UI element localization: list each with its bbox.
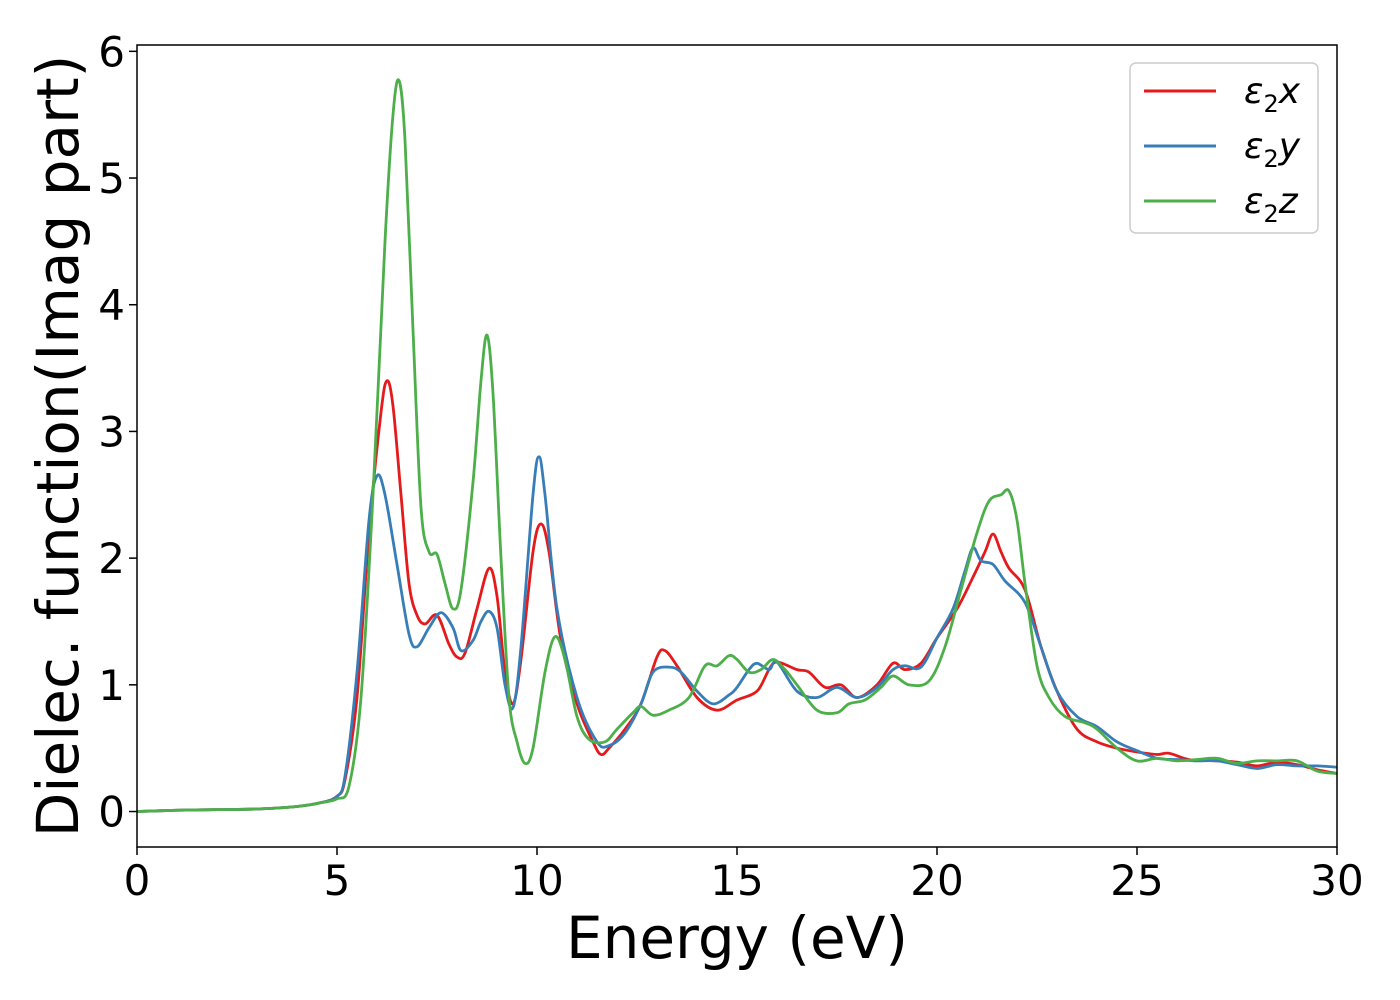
x-tick-label: 30: [1310, 856, 1363, 905]
y-tick-label: 0: [98, 788, 125, 837]
y-tick-label: 4: [98, 281, 125, 330]
legend-label-x: ε2x: [1244, 71, 1301, 118]
y-tick-label: 6: [98, 27, 125, 76]
x-tick-label: 25: [1110, 856, 1163, 905]
legend-label-y: ε2y: [1244, 126, 1301, 173]
x-tick-label: 0: [124, 856, 151, 905]
plot-area: [137, 78, 1337, 813]
legend: ε2x ε2y ε2z: [1129, 62, 1319, 234]
y-tick-label: 2: [98, 534, 125, 583]
y-axis-title: Dielec. function(Imag part): [24, 55, 92, 838]
series-line-y: [137, 455, 1337, 813]
y-tick-label: 1: [98, 661, 125, 710]
x-tick-label: 10: [510, 856, 563, 905]
x-axis-title: Energy (eV): [566, 904, 908, 972]
x-tick-label: 5: [324, 856, 351, 905]
x-tick-label: 15: [710, 856, 763, 905]
axis-ticks: 0 5 10 15 20 25 30 0 1 2 3 4 5 6: [98, 27, 1363, 905]
y-tick-label: 3: [98, 407, 125, 456]
axes-frame: [136, 44, 1338, 848]
series-line-z: [137, 78, 1337, 813]
legend-box: [1129, 62, 1319, 234]
legend-label-z: ε2z: [1244, 181, 1299, 228]
y-tick-label: 5: [98, 154, 125, 203]
x-tick-label: 20: [910, 856, 963, 905]
